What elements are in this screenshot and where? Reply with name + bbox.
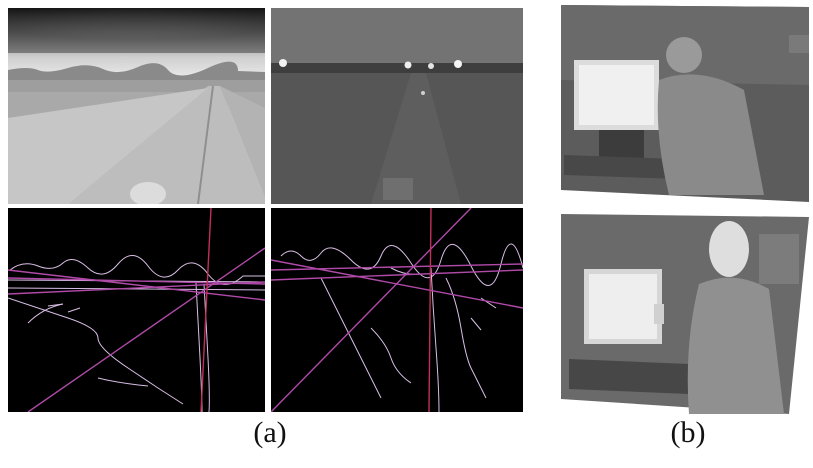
caption-a: (a) <box>253 416 287 449</box>
panel-a-top-left <box>8 8 265 204</box>
panel-b-top <box>559 5 813 202</box>
panel-a-bottom-right <box>271 208 523 412</box>
panel-a-top-right <box>271 8 523 204</box>
panel-b-bottom <box>559 214 813 414</box>
caption-b: (b) <box>670 416 706 449</box>
panel-a-bottom-left <box>8 208 265 412</box>
